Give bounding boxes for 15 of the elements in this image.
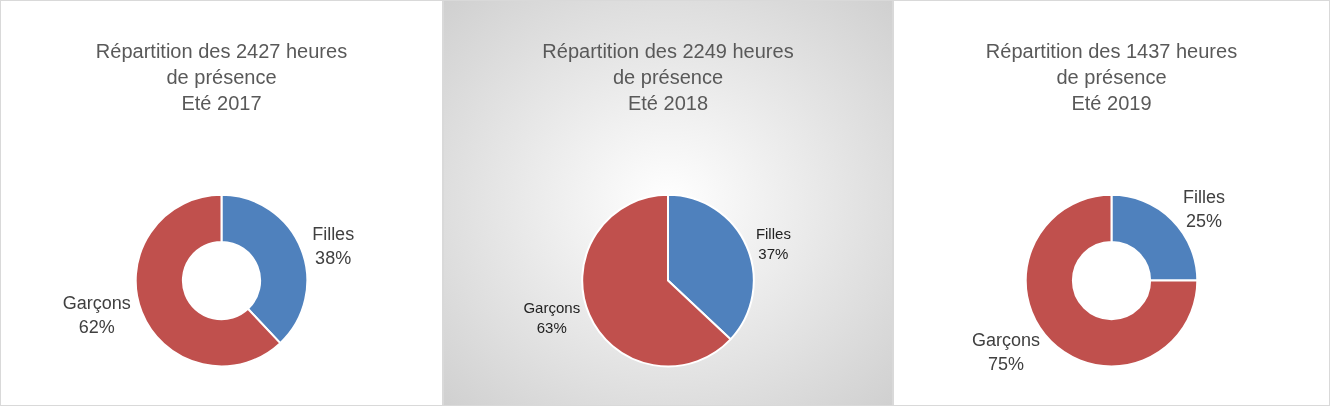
slice-label: Garçons <box>62 293 131 314</box>
data-label: 38% <box>315 247 352 268</box>
data-label: 37% <box>758 244 789 262</box>
slice-label: Filles <box>1183 187 1226 208</box>
chart-title: Répartition des 2249 heures de présence Eté 2018 <box>542 39 794 114</box>
slice-label: Filles <box>755 225 791 243</box>
data-label: 25% <box>1186 210 1223 231</box>
slice-label: Garçons <box>971 330 1040 351</box>
chart-title: Répartition des 1437 heures de présence Eté 2019 <box>985 39 1238 114</box>
data-label: 75% <box>987 353 1024 374</box>
slice-label: Filles <box>312 224 355 245</box>
data-label: 62% <box>78 316 115 337</box>
chart-title: Répartition des 2427 heures de présence Eté 2017 <box>95 39 348 114</box>
slice-label: Garçons <box>523 299 581 317</box>
data-label: 63% <box>536 318 567 336</box>
